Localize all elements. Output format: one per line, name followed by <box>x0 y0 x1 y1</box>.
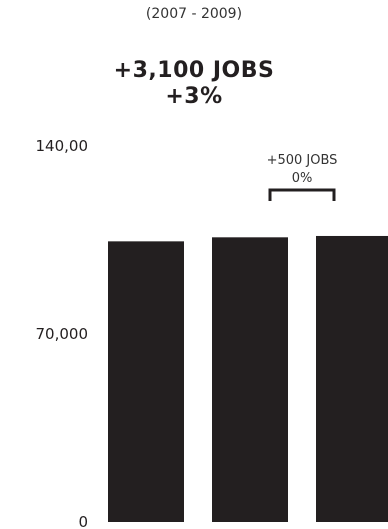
headline-percent-change: +3% <box>165 84 223 109</box>
y-tick-label: 0 <box>78 513 88 529</box>
chart-subtitle: (2007 - 2009) <box>145 6 243 22</box>
bar <box>212 237 288 523</box>
annotation-percent-label: 0% <box>292 171 313 186</box>
y-tick-label: 140,00 <box>36 137 89 155</box>
bar <box>108 241 184 523</box>
annotation-jobs-label: +500 JOBS <box>267 153 338 168</box>
annotation-bracket <box>268 188 336 201</box>
y-tick-label: 70,000 <box>36 325 89 343</box>
headline-jobs-change: +3,100 JOBS <box>113 58 275 83</box>
bar <box>316 235 388 522</box>
